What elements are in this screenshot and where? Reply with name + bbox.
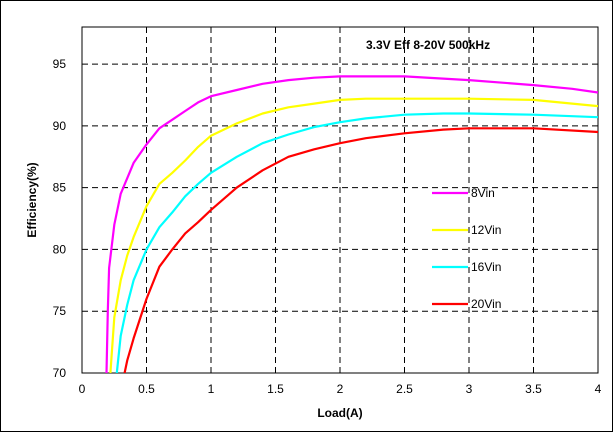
legend-label-12vin: 12Vin	[471, 223, 501, 237]
legend-label-8vin: 8Vin	[471, 186, 495, 200]
x-tick-label: 3.5	[525, 382, 542, 396]
series-line-8vin	[105, 75, 598, 373]
x-tick-label: 1	[208, 382, 215, 396]
x-tick-label: 0	[79, 382, 86, 396]
y-tick-label: 85	[53, 181, 67, 195]
y-axis-label: Efficiency(%)	[25, 162, 39, 237]
y-tick-label: 90	[53, 119, 67, 133]
y-tick-label: 80	[53, 242, 67, 256]
x-tick-label: 3	[466, 382, 473, 396]
chart-title: 3.3V Eff 8-20V 500kHz	[366, 38, 490, 52]
x-tick-label: 2.5	[396, 382, 413, 396]
y-tick-label: 70	[53, 366, 67, 380]
legend-label-16vin: 16Vin	[471, 260, 501, 274]
y-tick-label: 75	[53, 304, 67, 318]
series-line-16vin	[115, 112, 598, 373]
x-tick-label: 1.5	[267, 382, 284, 396]
y-tick-label: 95	[53, 57, 67, 71]
legend-label-20vin: 20Vin	[471, 297, 501, 311]
series-line-20vin	[123, 127, 598, 373]
x-tick-label: 4	[595, 382, 602, 396]
series-line-12vin	[109, 97, 598, 373]
x-tick-label: 0.5	[138, 382, 155, 396]
x-tick-label: 2	[337, 382, 344, 396]
x-axis-label: Load(A)	[317, 406, 362, 420]
